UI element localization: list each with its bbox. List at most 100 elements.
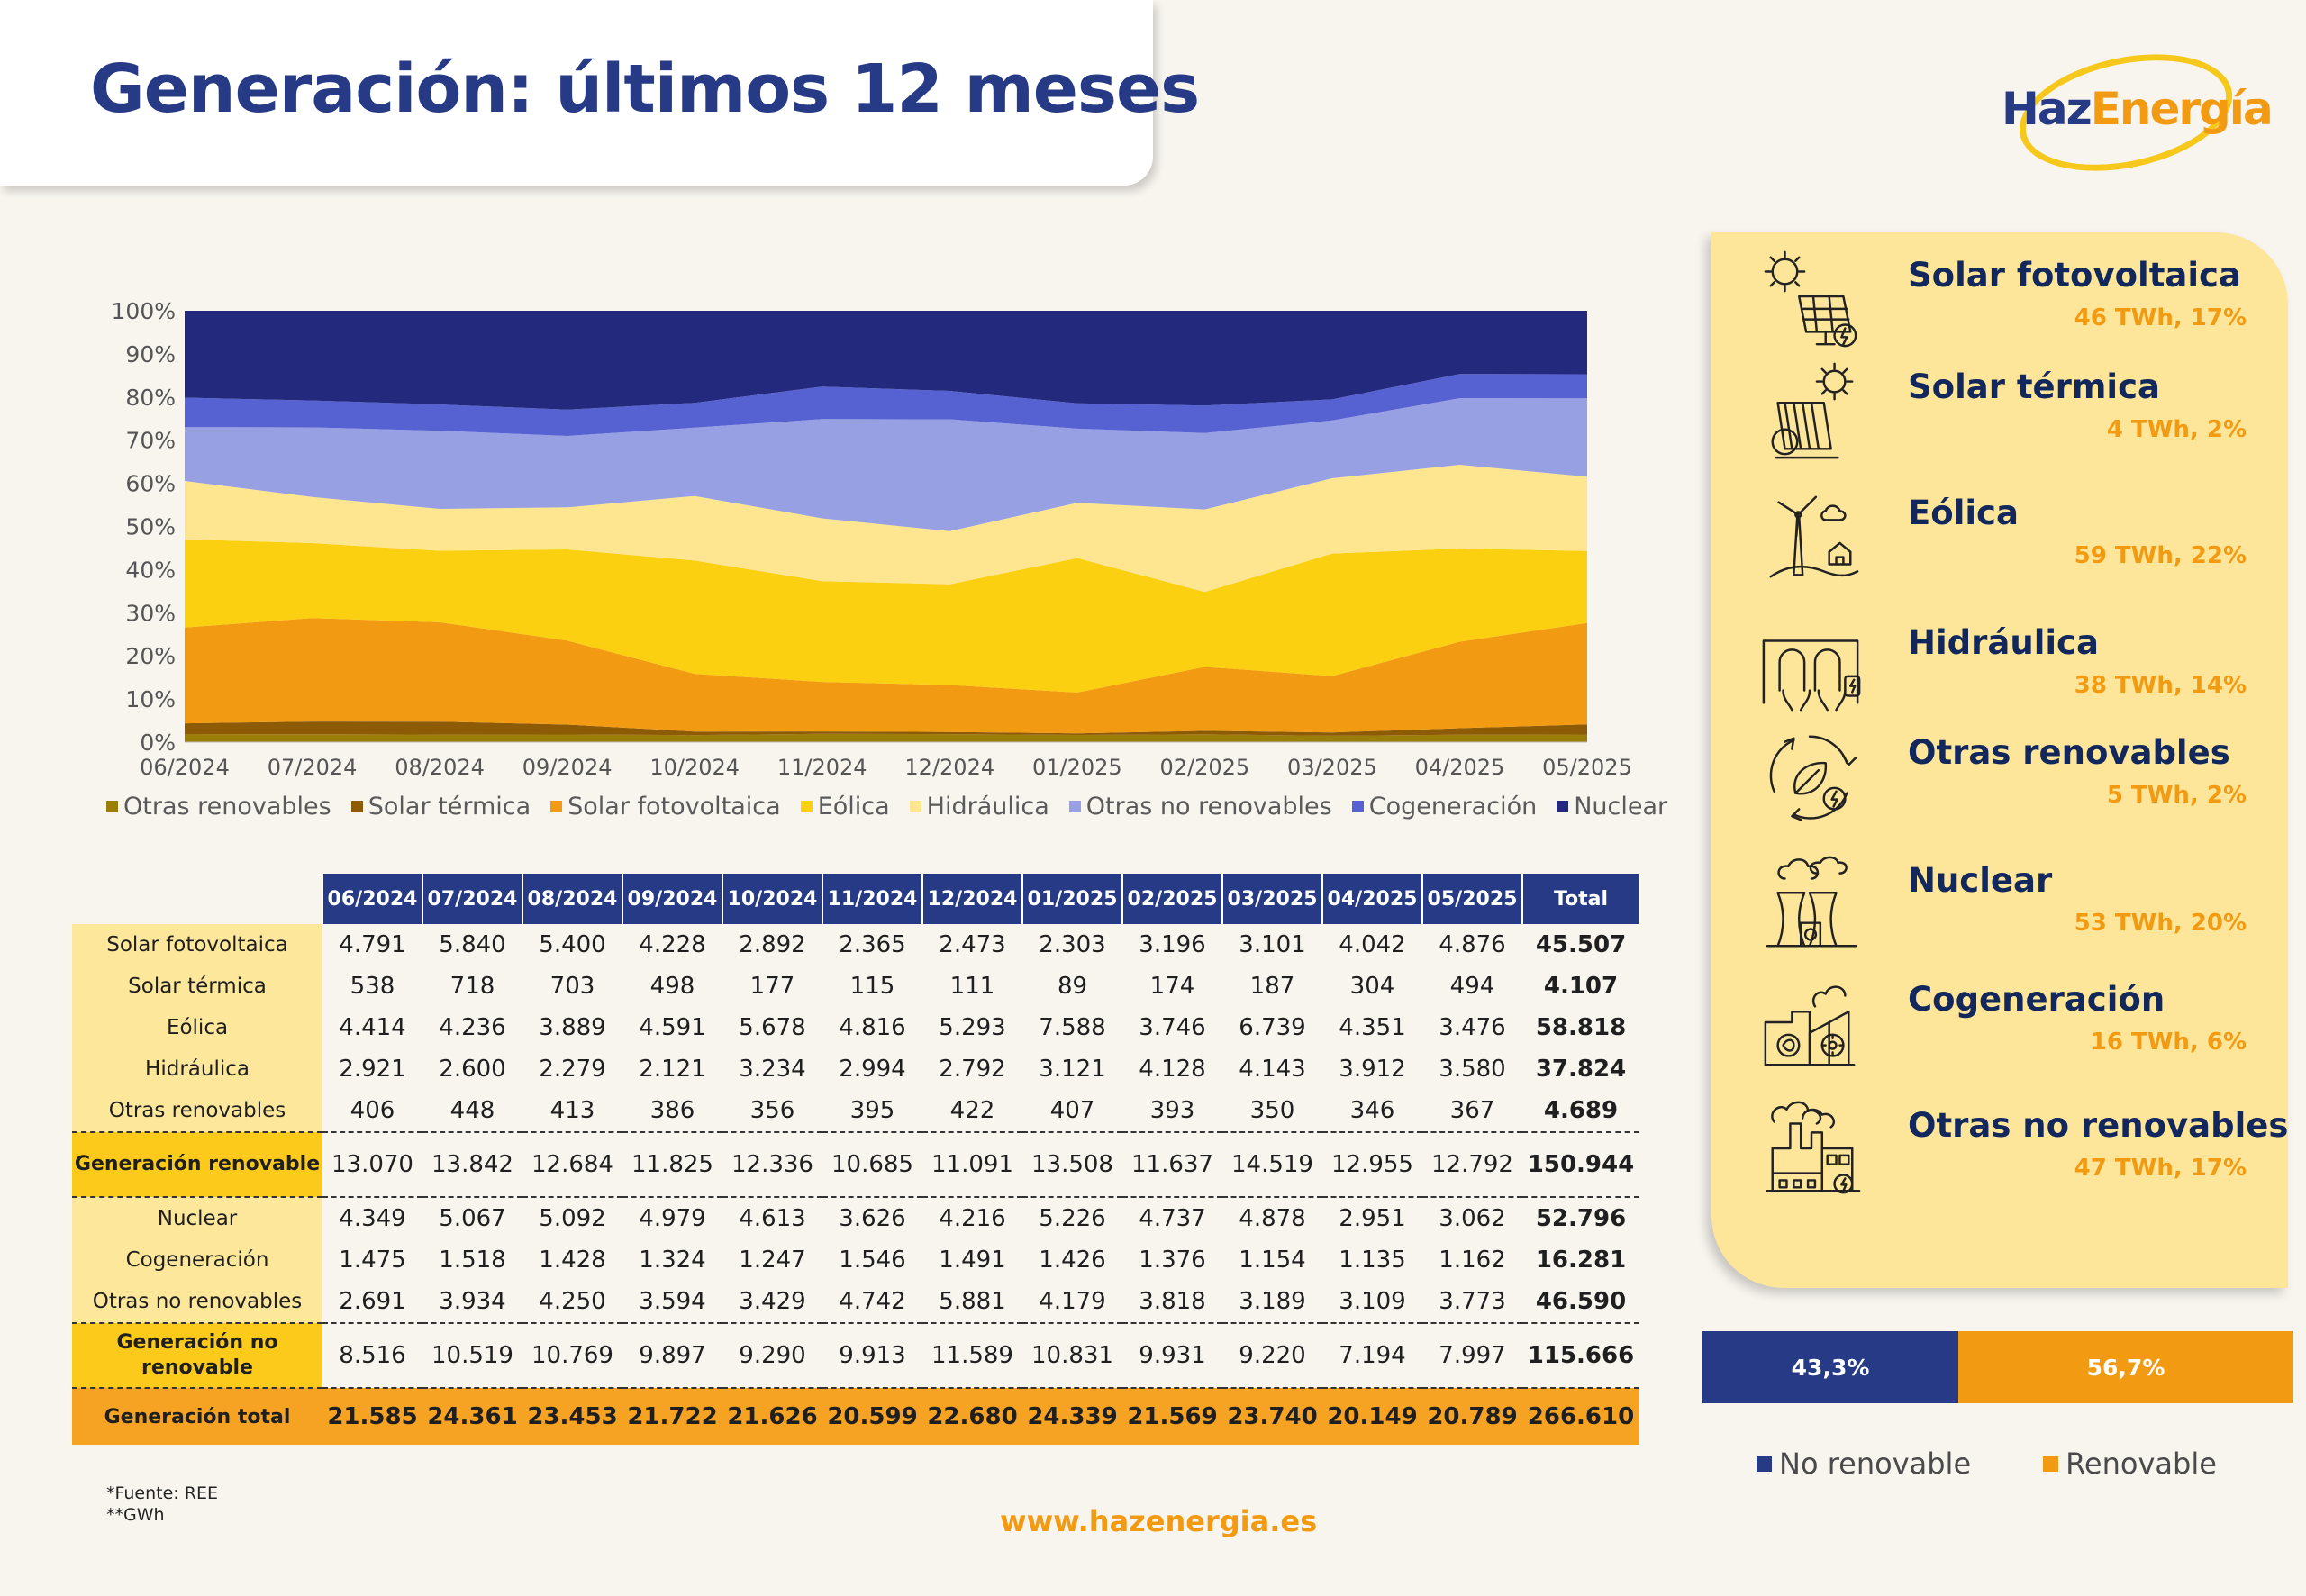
table-cell: 2.279 (539, 1056, 606, 1083)
table-cell: 4.042 (1339, 931, 1406, 958)
tech-value: 4 TWh, 2% (2106, 416, 2247, 443)
table-column-header: 12/2024 (922, 874, 1023, 924)
table-row: Eólica 4.414 4.236 3.889 4.591 5.678 4.816 5.29… (72, 1007, 1639, 1048)
table-cell: 9.220 (1222, 1322, 1322, 1389)
tech-item: Otras renovables 5 TWh, 2% (1711, 724, 2288, 832)
row-total-cell: 4.107 (1543, 973, 1619, 1000)
tech-value: 38 TWh, 14% (2074, 672, 2247, 699)
table-cell: 2.303 (1039, 931, 1106, 958)
table-cell: 12.792 (1422, 1131, 1522, 1198)
table-cell: 3.746 (1139, 1014, 1206, 1041)
table-cell: 3.234 (739, 1056, 806, 1083)
area-series-6 (185, 374, 1587, 436)
table-cell: 3.196 (1139, 931, 1206, 958)
table-cell: 1.491 (939, 1247, 1006, 1274)
nuclear-plant-icon (1766, 856, 1857, 948)
tech-item: Solar térmica 4 TWh, 2% (1711, 358, 2288, 467)
title-card: Generación: últimos 12 meses (0, 0, 1200, 186)
table-cell: 395 (849, 1097, 895, 1124)
table-cell: 21.569 (1122, 1388, 1222, 1445)
table-column-header: 11/2024 (822, 874, 923, 924)
chart-legend: Otras renovables Solar térmica Solar fotov… (106, 793, 1667, 821)
table-cell: 24.339 (1022, 1388, 1122, 1445)
table-cell: 9.897 (622, 1322, 722, 1389)
table-cell: 3.580 (1439, 1056, 1506, 1083)
table-cell: 4.349 (339, 1205, 406, 1232)
renewable-split-bar: 43,3% 56,7% (1702, 1331, 2293, 1403)
y-tick-label: 50% (125, 514, 176, 540)
logo-text-energia: Energía (2090, 83, 2274, 135)
split-legend-swatch (1757, 1456, 1772, 1472)
table-cell: 7.997 (1422, 1322, 1522, 1389)
table-cell: 4.236 (439, 1014, 506, 1041)
table-column-header: 07/2024 (422, 874, 523, 924)
table-cell: 3.429 (739, 1288, 806, 1315)
table-cell: 4.791 (339, 931, 406, 958)
table-cell: 9.913 (822, 1322, 922, 1389)
table-cell: 4.128 (1139, 1056, 1206, 1083)
row-total-cell: 46.590 (1535, 1288, 1627, 1315)
table-cell: 5.840 (439, 931, 506, 958)
y-tick-label: 10% (125, 686, 176, 712)
row-label: Otras no renovables (72, 1281, 322, 1323)
table-cell: 346 (1349, 1097, 1395, 1124)
table-cell: 350 (1249, 1097, 1295, 1124)
table-column-header: 08/2024 (522, 874, 623, 924)
legend-item: Solar térmica (350, 793, 531, 821)
split-legend-swatch (2043, 1456, 2059, 1472)
row-total-cell: 115.666 (1522, 1322, 1639, 1389)
table-cell: 21.585 (322, 1388, 422, 1445)
table-cell: 2.473 (939, 931, 1006, 958)
table-cell: 12.684 (522, 1131, 622, 1198)
website-link[interactable]: www.hazenergia.es (1000, 1504, 1318, 1538)
generation-area-chart: 0% 10% 20% 30% 40% 50% 60% 70% 80% 90% 100% 06/2024… (112, 298, 1632, 780)
table-cell: 2.600 (439, 1056, 506, 1083)
x-tick-label: 03/2025 (1287, 755, 1377, 780)
table-column-header: 09/2024 (622, 874, 723, 924)
row-total-cell: 150.944 (1522, 1131, 1639, 1198)
table-cell: 4.737 (1139, 1205, 1206, 1232)
legend-item: Otras no renovables (1068, 793, 1332, 821)
legend-item: Otras renovables (106, 793, 331, 821)
table-cell: 10.685 (822, 1131, 922, 1198)
x-tick-label: 10/2024 (649, 755, 740, 780)
legend-label: Cogeneración (1368, 793, 1538, 821)
table-column-header: 03/2025 (1222, 874, 1323, 924)
table-cell: 393 (1149, 1097, 1195, 1124)
footnote: *Fuente: REE **GWh (106, 1483, 218, 1526)
page-title: Generación: últimos 12 meses (90, 50, 1200, 128)
legend-label: Eólica (817, 793, 890, 821)
table-cell: 13.842 (422, 1131, 522, 1198)
tech-item: Solar fotovoltaica 46 TWh, 17% (1711, 247, 2288, 355)
table-cell: 3.912 (1339, 1056, 1406, 1083)
table-cell: 407 (1049, 1097, 1095, 1124)
tech-name: Otras renovables (1908, 733, 2230, 772)
legend-label: Otras renovables (123, 793, 331, 821)
row-total-cell: 58.818 (1535, 1014, 1627, 1041)
row-total-cell: 16.281 (1535, 1247, 1627, 1274)
y-tick-label: 70% (125, 428, 176, 454)
tech-item: Nuclear 53 TWh, 20% (1711, 852, 2288, 960)
split-segment: 43,3% (1702, 1331, 1959, 1403)
table-cell: 20.599 (822, 1388, 922, 1445)
table-column-header: 05/2025 (1422, 874, 1523, 924)
table-cell: 3.626 (839, 1205, 906, 1232)
tech-value: 46 TWh, 17% (2074, 304, 2247, 331)
table-cell: 2.994 (839, 1056, 906, 1083)
table-cell: 20.789 (1422, 1388, 1522, 1445)
table-cell: 2.892 (739, 931, 806, 958)
x-tick-label: 02/2025 (1160, 755, 1250, 780)
split-legend-item: Renovable (2043, 1446, 2217, 1481)
table-column-header: 04/2025 (1322, 874, 1423, 924)
table-cell: 1.546 (839, 1247, 906, 1274)
table-cell: 4.979 (639, 1205, 706, 1232)
table-cell: 1.324 (639, 1247, 706, 1274)
table-cell: 304 (1349, 973, 1395, 1000)
area-series-1 (185, 721, 1587, 736)
table-cell: 8.516 (322, 1322, 422, 1389)
legend-swatch (550, 801, 563, 812)
table-header-blank (72, 874, 323, 924)
row-label: Hidráulica (72, 1048, 322, 1090)
footnote-source: *Fuente: REE (106, 1483, 218, 1503)
table-header-row: 06/2024 07/2024 08/2024 09/2024 10/2024 11/20… (72, 874, 1640, 924)
